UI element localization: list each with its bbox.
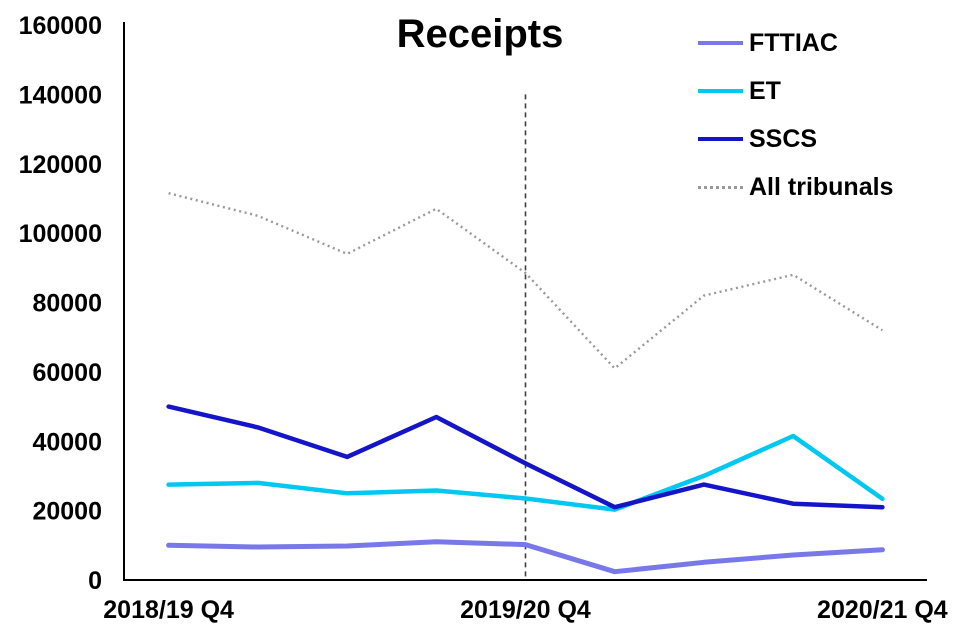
legend: FTTIAC ET SSCS All tribunals	[698, 19, 893, 211]
legend-item-fttiac: FTTIAC	[698, 19, 893, 67]
legend-item-et: ET	[698, 67, 893, 115]
chart-title: Receipts	[396, 12, 564, 56]
legend-label-all-tribunals: All tribunals	[749, 172, 894, 201]
legend-label-sscs: SSCS	[749, 124, 818, 153]
x-tick-label: 2019/20 Q4	[460, 596, 591, 624]
legend-label-fttiac: FTTIAC	[749, 28, 838, 57]
y-tick-label: 80000	[32, 290, 102, 318]
legend-item-sscs: SSCS	[698, 115, 893, 163]
series-line-fttiac	[166, 539, 885, 575]
series-line-sscs	[166, 404, 885, 510]
y-tick-label: 140000	[19, 81, 102, 109]
y-tick-label: 120000	[19, 151, 102, 179]
y-tick-label: 40000	[32, 428, 102, 456]
legend-swatch-sscs-icon	[698, 137, 743, 141]
legend-swatch-et-icon	[698, 89, 743, 93]
series-line-et	[166, 433, 885, 512]
series-line-all-tribunals	[168, 192, 884, 370]
legend-swatch-fttiac-icon	[698, 41, 743, 45]
y-tick-label: 0	[88, 567, 102, 595]
y-tick-label: 100000	[19, 220, 102, 248]
y-tick-label: 160000	[19, 12, 102, 40]
legend-item-all-tribunals: All tribunals	[698, 163, 893, 211]
x-tick-label: 2020/21 Q4	[817, 596, 948, 624]
legend-swatch-all-tribunals-icon	[698, 185, 743, 189]
legend-label-et: ET	[749, 76, 781, 105]
y-tick-label: 20000	[32, 498, 102, 526]
y-tick-label: 60000	[32, 359, 102, 387]
x-tick-label: 2018/19 Q4	[103, 596, 234, 624]
